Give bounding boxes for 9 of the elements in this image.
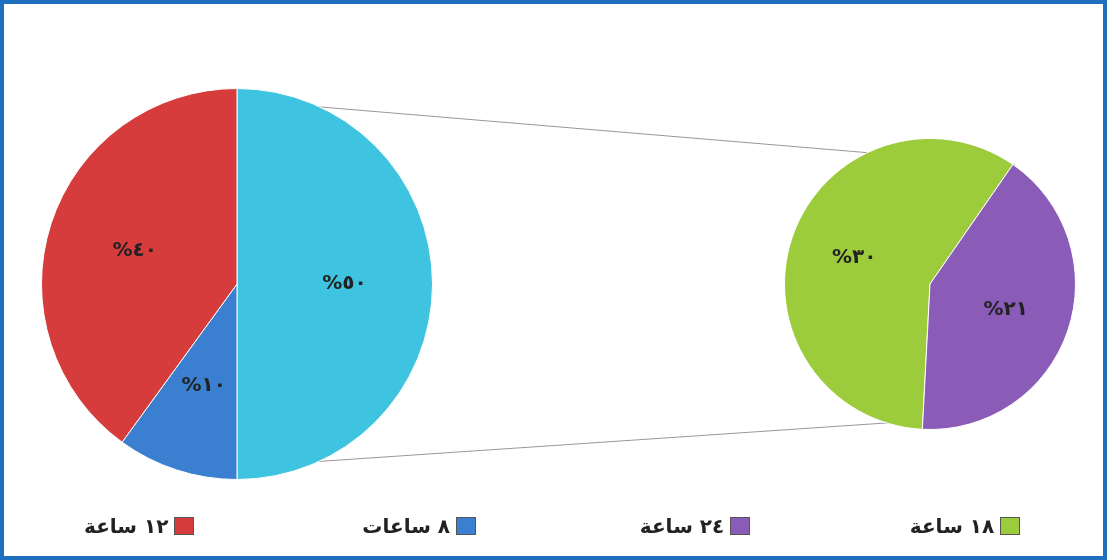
data-label: %١٠: [181, 372, 227, 397]
legend-label: ١٨ ساعة: [909, 514, 995, 538]
data-label: %٢١: [983, 296, 1028, 321]
legend-label: ٨ ساعات: [362, 514, 450, 538]
data-label: %٣٠: [832, 244, 877, 269]
data-label: %٥٠: [322, 270, 367, 295]
legend-label: ١٢ ساعة: [84, 514, 169, 538]
data-label: %٤٠: [112, 236, 157, 261]
legend-label: ٢٤ ساعة: [639, 514, 725, 538]
